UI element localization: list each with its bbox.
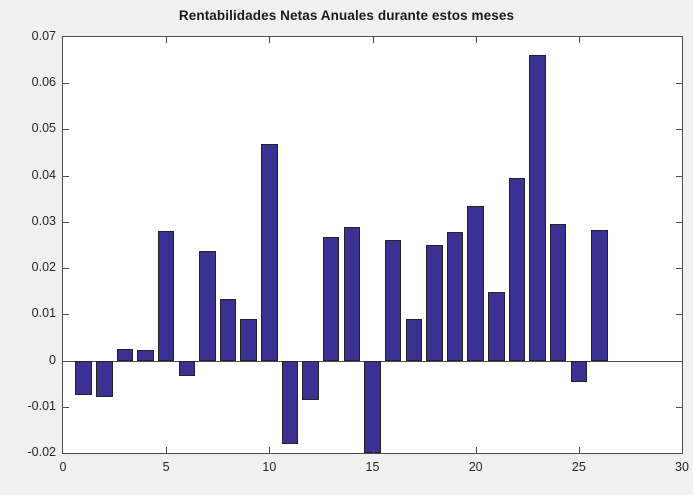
bar (405, 318, 422, 361)
bar (570, 360, 588, 383)
y-axis-label: 0.07 (31, 29, 56, 43)
y-axis-tick (63, 129, 69, 130)
y-axis-label: 0 (49, 352, 56, 367)
y-axis-label: -0.02 (27, 445, 57, 459)
y-axis-tick (63, 222, 69, 223)
y-axis-tick-right (676, 129, 682, 130)
y-axis-tick-right (676, 407, 682, 408)
plot-area (62, 36, 683, 454)
y-axis-tick (63, 314, 69, 315)
x-axis-label: 20 (468, 460, 483, 474)
page-title: Rentabilidades Netas Anuales durante est… (178, 8, 515, 23)
bar (116, 348, 134, 361)
y-axis-tick (63, 83, 69, 84)
bar (508, 177, 526, 361)
bar (322, 237, 340, 361)
bar (364, 360, 381, 453)
x-axis-tick-top (373, 37, 374, 43)
bar (219, 299, 237, 361)
x-axis-label: 15 (365, 460, 380, 474)
bar (343, 227, 361, 361)
bar (137, 350, 154, 361)
y-axis-tick (63, 407, 69, 408)
plot-inner (63, 37, 682, 453)
bar (281, 360, 299, 444)
bar (529, 54, 546, 361)
x-axis-label: 0 (59, 460, 67, 474)
y-axis-label: -0.01 (27, 398, 57, 413)
bar (384, 239, 402, 361)
x-axis-label: 25 (571, 460, 586, 474)
y-axis-tick-right (676, 222, 682, 223)
bar (426, 244, 443, 361)
x-axis-tick (476, 447, 477, 453)
bar (178, 360, 196, 376)
y-axis-label: 0.05 (31, 121, 56, 136)
x-axis-tick (373, 447, 374, 453)
bar (96, 360, 113, 397)
x-axis-tick (579, 447, 580, 453)
y-axis-label: 0.04 (31, 167, 56, 182)
bar (302, 360, 319, 400)
x-axis-tick (166, 447, 167, 453)
bar (549, 224, 567, 361)
y-axis-tick (63, 268, 69, 269)
y-axis-tick (63, 176, 69, 177)
x-axis-tick-top (476, 37, 477, 43)
y-axis-tick (63, 361, 69, 362)
bar (488, 291, 505, 361)
bar (157, 231, 175, 361)
x-axis-label: 10 (262, 460, 277, 474)
bar (446, 232, 464, 361)
x-axis-label: 30 (675, 460, 689, 474)
y-axis-tick-right (676, 83, 682, 84)
y-axis-tick-right (676, 361, 682, 362)
bar (240, 319, 257, 361)
y-axis-label: 0.01 (31, 306, 56, 321)
x-axis-label: 5 (162, 460, 170, 474)
x-axis-tick-top (166, 37, 167, 43)
x-axis-tick (269, 447, 270, 453)
y-axis-label: 0.02 (31, 260, 56, 275)
bar (591, 230, 608, 361)
x-axis-tick-top (579, 37, 580, 43)
bar (467, 205, 484, 361)
bar (75, 360, 92, 396)
y-axis-label: 0.03 (31, 213, 56, 228)
y-axis-tick-right (676, 176, 682, 177)
bar (261, 144, 278, 361)
y-axis-label: 0.06 (31, 75, 56, 90)
y-axis-tick-right (676, 268, 682, 269)
bar (199, 251, 216, 361)
x-axis-tick-top (269, 37, 270, 43)
y-axis-tick-right (676, 314, 682, 315)
